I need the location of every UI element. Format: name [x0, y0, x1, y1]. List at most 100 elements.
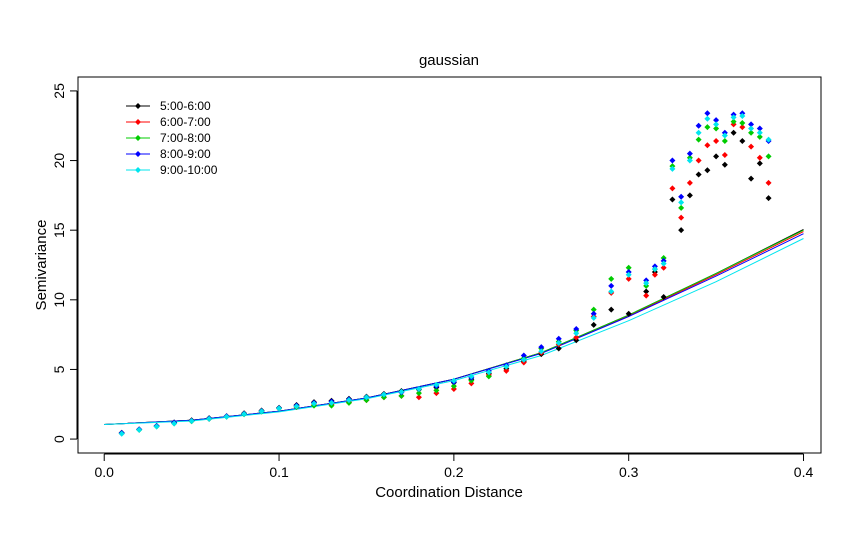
data-point: [293, 403, 300, 410]
data-point: [730, 129, 737, 136]
data-point: [555, 345, 562, 352]
data-point: [520, 352, 527, 359]
data-point: [415, 385, 422, 392]
data-point: [678, 227, 685, 234]
data-point: [686, 179, 693, 186]
data-point: [669, 196, 676, 203]
data-point: [380, 391, 387, 398]
chart-title: gaussian: [419, 52, 479, 69]
data-point: [625, 275, 632, 282]
data-point: [748, 125, 755, 132]
data-point: [713, 153, 720, 160]
data-point: [625, 310, 632, 317]
data-point: [520, 356, 527, 363]
data-point: [555, 339, 562, 346]
data-point: [756, 133, 763, 140]
data-point: [643, 292, 650, 299]
data-point: [756, 154, 763, 161]
x-axis-title: Coordination Distance: [375, 484, 523, 501]
data-point: [686, 192, 693, 199]
data-point: [136, 426, 143, 433]
legend-marker: [135, 103, 141, 109]
data-point: [704, 124, 711, 131]
data-point: [756, 129, 763, 136]
y-tick-label: 20: [51, 153, 67, 169]
data-point: [643, 280, 650, 287]
data-point: [756, 125, 763, 132]
data-point: [223, 413, 230, 420]
data-point: [704, 115, 711, 122]
data-point: [415, 394, 422, 401]
data-point: [538, 344, 545, 351]
data-point: [643, 288, 650, 295]
y-tick-label: 10: [51, 292, 67, 308]
data-point: [748, 175, 755, 182]
data-point: [206, 415, 213, 422]
data-point: [713, 117, 720, 124]
data-point: [276, 405, 283, 412]
data-point: [721, 132, 728, 139]
data-point: [686, 150, 693, 157]
data-point: [433, 387, 440, 394]
data-point: [765, 179, 772, 186]
data-point: [555, 335, 562, 342]
data-point: [241, 411, 248, 418]
data-point: [538, 348, 545, 355]
data-point: [678, 199, 685, 206]
data-point: [573, 330, 580, 337]
legend-label: 6:00-7:00: [160, 115, 211, 129]
fit-line: [104, 233, 804, 425]
data-point: [704, 110, 711, 117]
data-point: [590, 314, 597, 321]
data-point: [153, 423, 160, 430]
data-point: [704, 142, 711, 149]
y-tick-label: 15: [51, 222, 67, 238]
data-point: [748, 143, 755, 150]
data-point: [721, 138, 728, 145]
data-point: [363, 394, 370, 401]
data-point: [686, 157, 693, 164]
plot-frame: [77, 76, 822, 454]
y-axis-title: Semivariance: [33, 220, 50, 311]
data-point: [398, 392, 405, 399]
data-point: [669, 185, 676, 192]
data-points: [118, 110, 772, 437]
data-point: [704, 167, 711, 174]
data-point: [118, 430, 125, 437]
legend-marker: [135, 119, 141, 125]
legend: 5:00-6:00 6:00-7:00 7:00-8:00 8:00-9:00 9:00…: [126, 99, 218, 177]
y-tick-label: 5: [51, 365, 67, 373]
data-point: [669, 157, 676, 164]
fit-line: [104, 238, 804, 425]
fit-lines: [104, 229, 804, 425]
data-point: [695, 129, 702, 136]
data-point: [678, 204, 685, 211]
data-point: [660, 294, 667, 301]
data-point: [450, 377, 457, 384]
x-axis: 0.0 0.1 0.2 0.3 0.4: [94, 453, 813, 480]
data-point: [660, 264, 667, 271]
legend-marker: [135, 151, 141, 157]
data-point: [590, 321, 597, 328]
legend-marker: [135, 135, 141, 141]
data-point: [678, 193, 685, 200]
data-point: [695, 171, 702, 178]
data-point: [468, 373, 475, 380]
x-tick-label: 0.3: [619, 464, 639, 480]
data-point: [765, 136, 772, 143]
data-point: [345, 397, 352, 404]
data-point: [721, 151, 728, 158]
data-point: [730, 118, 737, 125]
data-point: [739, 119, 746, 126]
data-point: [503, 363, 510, 370]
data-point: [739, 124, 746, 131]
data-point: [590, 306, 597, 313]
data-point: [756, 160, 763, 167]
data-point: [608, 306, 615, 313]
data-point: [748, 121, 755, 128]
y-tick-label: 25: [51, 83, 67, 99]
data-point: [398, 388, 405, 395]
y-tick-label: 0: [51, 435, 67, 443]
data-point: [608, 288, 615, 295]
